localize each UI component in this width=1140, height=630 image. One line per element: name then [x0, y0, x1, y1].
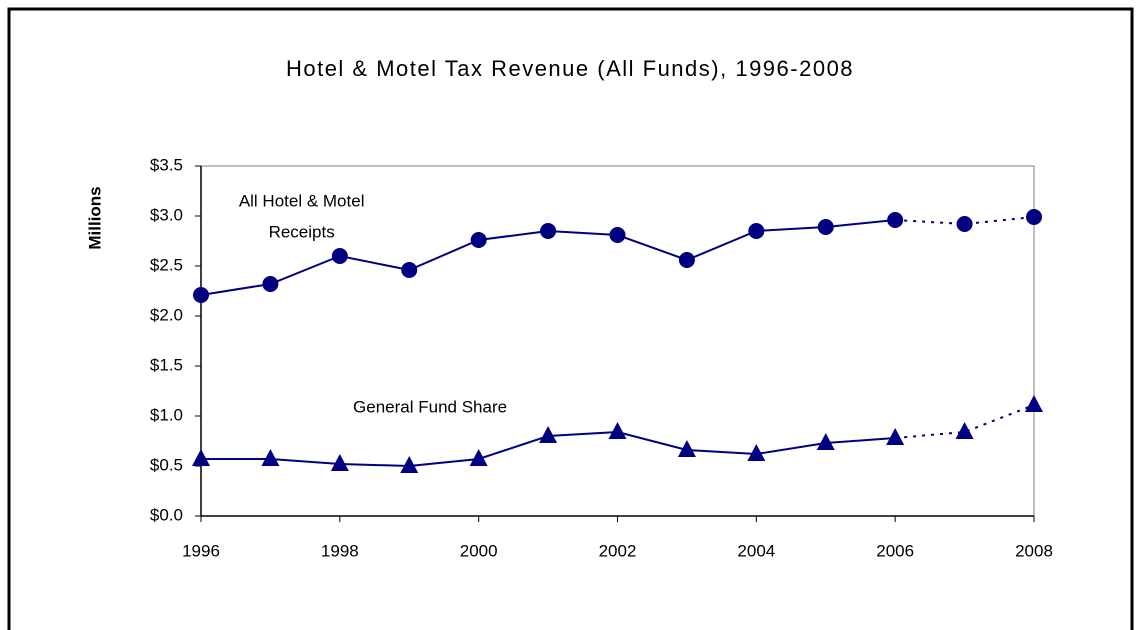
triangle-marker	[400, 456, 419, 473]
circle-marker	[262, 276, 279, 292]
x-tick-label: 1996	[182, 541, 220, 560]
triangle-marker	[261, 449, 280, 466]
x-tick-label: 2008	[1015, 541, 1053, 560]
triangle-marker	[539, 426, 558, 443]
x-tick-label: 2002	[599, 541, 637, 560]
triangle-marker	[608, 422, 627, 439]
triangle-marker	[816, 433, 835, 450]
circle-marker	[956, 216, 973, 232]
circle-marker	[748, 223, 765, 239]
triangle-marker	[192, 449, 210, 466]
triangle-marker	[677, 440, 696, 457]
y-tick-label: $0.5	[150, 455, 183, 474]
y-tick-label: $0.0	[150, 505, 183, 524]
x-tick-label: 2004	[737, 541, 775, 560]
triangle-marker	[955, 422, 974, 439]
circle-marker	[1026, 209, 1042, 225]
dotted-line	[895, 404, 1035, 439]
circle-marker	[678, 252, 695, 268]
circle-marker	[470, 232, 487, 248]
circle-marker	[609, 227, 626, 243]
annotation: All Hotel & Motel	[239, 191, 365, 210]
y-tick-label: $3.5	[150, 155, 183, 174]
x-tick-label: 1998	[321, 541, 359, 560]
y-tick-label: $2.0	[150, 305, 183, 324]
circle-marker	[193, 287, 209, 303]
triangle-marker	[469, 449, 488, 466]
y-tick-label: $2.5	[150, 255, 183, 274]
x-tick-label: 2006	[876, 541, 914, 560]
circle-marker	[887, 212, 904, 228]
triangle-marker	[330, 454, 349, 471]
triangle-marker	[886, 428, 905, 445]
y-tick-label: $3.0	[150, 205, 183, 224]
x-tick-label: 2000	[460, 541, 498, 560]
circle-marker	[401, 262, 418, 278]
circle-marker	[331, 248, 348, 264]
circle-marker	[540, 223, 557, 239]
triangle-marker	[1025, 395, 1043, 412]
y-axis-title: Millions	[85, 186, 104, 249]
annotation: Receipts	[269, 222, 335, 241]
frame	[7, 7, 1134, 630]
circle-marker	[817, 219, 834, 235]
y-tick-label: $1.5	[150, 355, 183, 374]
triangle-marker	[747, 444, 766, 461]
y-tick-label: $1.0	[150, 405, 183, 424]
annotation: General Fund Share	[353, 397, 507, 416]
chart-title: Hotel & Motel Tax Revenue (All Funds), 1…	[286, 56, 854, 81]
